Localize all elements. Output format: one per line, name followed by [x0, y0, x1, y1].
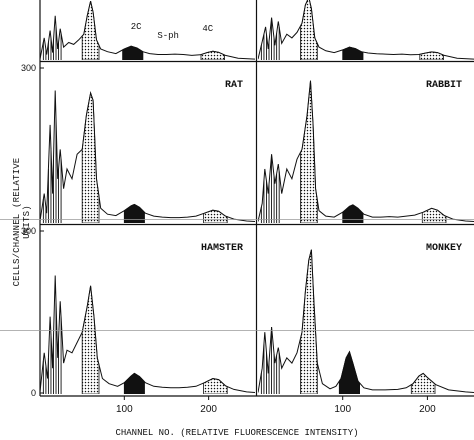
panel-rabbit: RABBIT: [258, 80, 474, 223]
axis-layer: [0, 0, 474, 400]
histogram-line: [258, 249, 474, 393]
panel-plot-area: [40, 275, 255, 394]
two-c-peak-area: [123, 372, 145, 394]
x-axis-label: CHANNEL NO. (RELATIVE FLUORESCENCE INTEN…: [115, 428, 359, 438]
panel-plot-area: [258, 249, 474, 394]
panel-rat: RAT: [40, 80, 255, 223]
histogram-line: [40, 0, 255, 60]
species-label: RABBIT: [426, 80, 462, 91]
two-c-peak-area: [342, 204, 364, 223]
four-c-peak-area: [200, 50, 225, 60]
panels-layer: RAT RABBIT HAMSTER MONKEY: [40, 0, 474, 394]
g1-peak-area: [81, 91, 100, 223]
histogram-line: [258, 0, 474, 60]
y-tick-label: 0: [31, 388, 36, 398]
histogram-line: [40, 90, 255, 222]
peak-annotation-label: 4C: [202, 24, 213, 34]
peak-annotation-label: S-ph: [157, 31, 179, 41]
two-c-peak-area: [123, 203, 145, 223]
x-tick-label: 200: [419, 404, 436, 415]
four-c-peak-area: [410, 372, 436, 394]
panel-monkey: MONKEY: [258, 243, 474, 394]
panel-hamster: HAMSTER: [40, 243, 255, 394]
histogram-line: [40, 275, 255, 393]
y-tick-label: 300: [21, 226, 36, 236]
panel-plot-area: [40, 0, 255, 60]
species-label: RAT: [225, 80, 243, 91]
panel-top-right: [258, 0, 474, 60]
x-tick-label: 100: [334, 404, 351, 415]
panel-top-left: [40, 0, 255, 60]
y-tick-label: 300: [21, 63, 36, 73]
panel-plot-area: [258, 0, 474, 60]
histogram-line: [258, 80, 474, 222]
species-label: HAMSTER: [201, 243, 243, 254]
g1-peak-area: [300, 0, 318, 60]
y-axis-label: CELLS/CHANNEL (RELATIVE UNITS): [12, 157, 32, 287]
panel-plot-area: [258, 80, 474, 223]
labels-layer: 300 300 0 100 200 100 200 2C S-ph 4C: [21, 22, 436, 415]
x-tick-label: 100: [116, 404, 133, 415]
x-tick-label: 200: [200, 404, 217, 415]
panel-plot-area: [40, 90, 255, 223]
peak-annotation-label: 2C: [131, 22, 142, 32]
g1-peak-area: [81, 285, 100, 394]
species-label: MONKEY: [426, 243, 462, 254]
